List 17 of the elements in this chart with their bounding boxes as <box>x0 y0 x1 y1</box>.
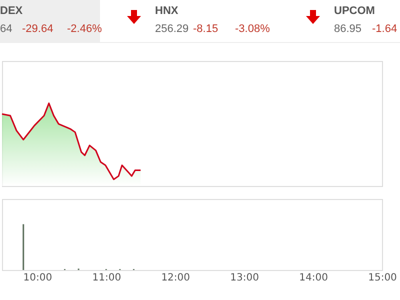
text: UPCOM <box>334 5 375 17</box>
text: 256.29 <box>155 23 189 35</box>
text: DEX <box>0 5 23 17</box>
x-tick-label: 10:00 <box>23 272 52 284</box>
x-tick-label: 13:00 <box>230 272 259 284</box>
text: -8.15 <box>193 23 218 35</box>
text: 86.95 <box>334 23 362 35</box>
text: 64 <box>0 23 12 35</box>
x-tick-label: 12:00 <box>161 272 190 284</box>
text: -3.08% <box>235 23 270 35</box>
x-tick-label: 14:00 <box>299 272 328 284</box>
text: -29.64 <box>22 23 54 35</box>
text: HNX <box>155 5 178 17</box>
x-tick-label: 11:00 <box>92 272 122 284</box>
x-tick-label: 15:00 <box>368 272 397 284</box>
text: -2.46% <box>67 23 102 35</box>
text: -1.64 <box>372 23 398 35</box>
